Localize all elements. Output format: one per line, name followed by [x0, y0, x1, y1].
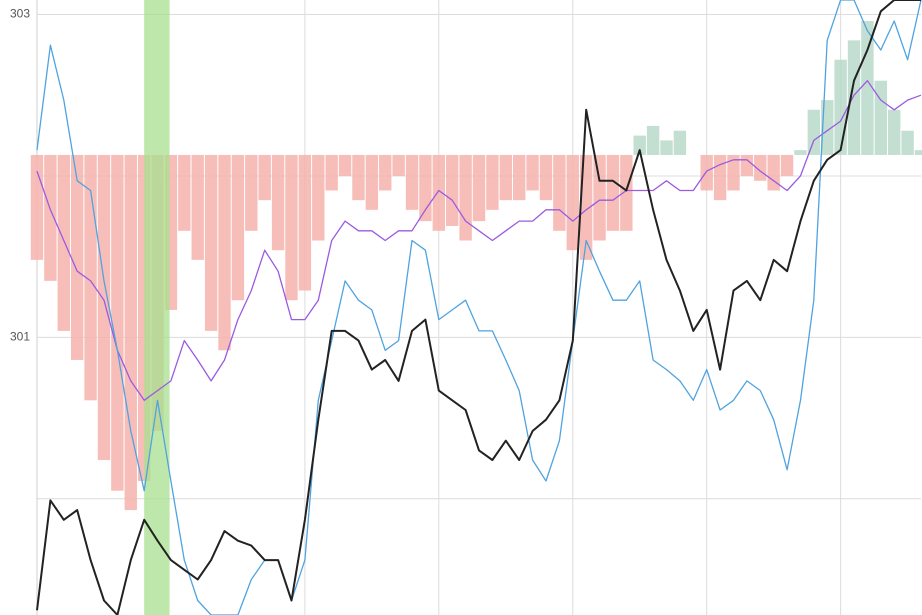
bar [379, 154, 392, 191]
bar [888, 109, 901, 155]
bar [258, 154, 271, 201]
bar [30, 154, 44, 260]
line-series [36, 0, 921, 615]
bar [847, 40, 861, 155]
bar [660, 140, 673, 155]
bar [606, 154, 620, 231]
bar [512, 154, 526, 201]
bar [727, 154, 740, 191]
bar [204, 154, 218, 331]
bar [432, 154, 446, 231]
bar [111, 154, 124, 491]
bar [446, 154, 459, 226]
highlight-band [144, 0, 170, 615]
bar [780, 154, 794, 176]
bar [338, 154, 352, 176]
line-series [36, 80, 922, 401]
bar [486, 154, 499, 210]
bar [566, 154, 579, 251]
bar [245, 154, 258, 231]
bar [325, 154, 338, 191]
bar [861, 20, 874, 155]
bar [499, 154, 512, 201]
line-series [36, 0, 922, 615]
bar [526, 154, 539, 191]
bar [673, 130, 687, 155]
bar [713, 154, 727, 201]
bar [794, 150, 807, 155]
bar [901, 130, 914, 155]
y-tick-label: 301 [10, 330, 30, 344]
bar [754, 154, 767, 181]
bar [419, 154, 432, 222]
bar [70, 154, 84, 360]
bar [44, 154, 57, 281]
bar [646, 125, 660, 155]
bar [740, 154, 754, 176]
bar [352, 154, 365, 201]
bar [271, 154, 285, 251]
bar [807, 109, 821, 155]
bar [97, 154, 111, 461]
bar [914, 150, 922, 155]
bar [539, 154, 553, 201]
bar [633, 135, 646, 155]
bar [593, 154, 606, 241]
bar [874, 80, 888, 155]
bar [365, 154, 379, 210]
bar [472, 154, 486, 222]
bar [767, 154, 780, 191]
bar [405, 154, 419, 210]
bar [218, 154, 231, 351]
bar [834, 59, 847, 155]
bar [821, 100, 834, 155]
bar [298, 154, 312, 291]
bar [285, 154, 298, 301]
bar [312, 154, 325, 241]
bar [459, 154, 472, 241]
bar [124, 154, 137, 511]
bar [620, 154, 633, 231]
bar [84, 154, 97, 401]
bar [57, 154, 70, 331]
bar [178, 154, 191, 231]
bar [191, 154, 204, 260]
bar [231, 154, 245, 301]
bar [700, 154, 713, 191]
bar [553, 154, 566, 231]
y-tick-label: 303 [10, 7, 30, 21]
bar [392, 154, 405, 176]
